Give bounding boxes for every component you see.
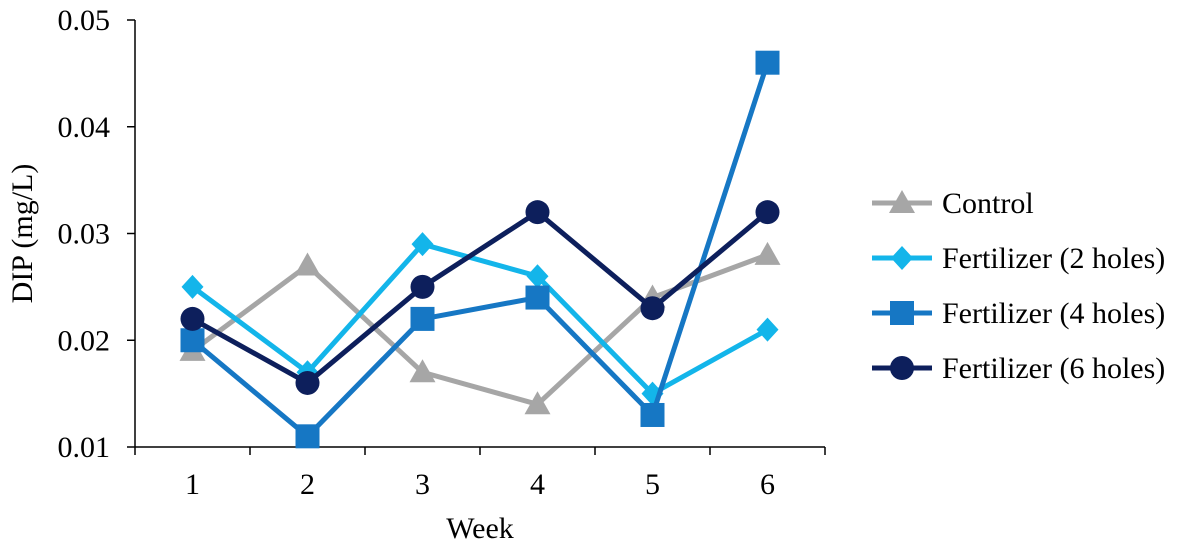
x-tick-label: 4 [530,468,545,501]
data-point [180,306,205,331]
legend-item: Fertilizer (6 holes) [872,352,1165,385]
x-tick-label: 1 [185,468,200,501]
y-tick-label: 0.05 [58,4,111,37]
legend-label: Control [942,187,1034,220]
x-tick-label: 2 [300,468,315,501]
series-line [191,241,769,397]
y-tick-label: 0.02 [58,324,111,357]
series-group [179,50,781,449]
series-0 [179,241,781,415]
x-tick-label: 6 [760,468,775,501]
data-point [180,328,205,353]
data-point [525,285,550,310]
legend-marker [890,356,914,380]
x-axis-title: Week [446,512,514,544]
series-1 [181,232,779,406]
data-point [754,241,781,265]
data-point [525,200,550,225]
data-point [524,391,551,415]
y-axis-title: DIP (mg/L) [6,164,39,304]
series-line [190,61,770,439]
series-2 [180,50,780,449]
legend-marker [891,246,913,270]
data-point [640,296,665,321]
series-line [191,209,770,386]
data-point [640,402,665,427]
data-point [410,274,435,299]
y-tick-label: 0.01 [58,431,111,464]
data-point [294,252,321,276]
data-point [526,264,549,289]
data-point [409,359,436,383]
legend-label: Fertilizer (2 holes) [942,242,1165,275]
legend-marker [890,301,914,325]
legend-item: Fertilizer (4 holes) [872,297,1165,330]
tick-labels: 0.01 0.02 0.03 0.04 0.05 1 2 3 4 5 6 [58,4,776,501]
data-point [755,50,780,75]
data-point [756,317,779,342]
data-point [181,274,204,299]
y-tick-label: 0.03 [58,218,111,251]
legend: Control Fertilizer (2 holes) Fertilizer (4… [872,187,1165,385]
data-point [295,370,320,395]
legend-item: Fertilizer (2 holes) [872,242,1165,275]
x-tick-label: 3 [415,468,430,501]
legend-marker [889,190,915,213]
data-point [295,424,320,449]
legend-label: Fertilizer (4 holes) [942,297,1165,330]
axes [127,19,826,455]
x-tick-label: 5 [645,468,660,501]
data-point [411,232,434,257]
y-tick-label: 0.04 [58,111,111,144]
series-3 [180,200,780,395]
data-point [410,306,435,331]
legend-item: Control [872,187,1034,220]
data-point [755,200,780,225]
legend-label: Fertilizer (6 holes) [942,352,1165,385]
